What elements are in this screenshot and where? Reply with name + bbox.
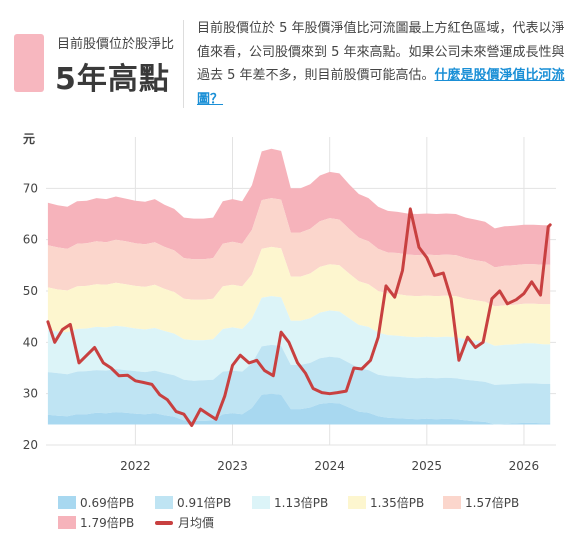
valuation-color-badge — [14, 34, 44, 92]
legend-swatch — [252, 496, 270, 509]
band-1.57倍PB — [47, 198, 551, 307]
legend-label: 1.79倍PB — [80, 516, 135, 530]
band-1.79倍PB — [47, 148, 551, 268]
x-tick-label: 2024 — [314, 459, 345, 473]
legend-item[interactable]: 0.91倍PB — [155, 494, 231, 511]
legend-swatch — [348, 496, 366, 509]
y-axis-unit: 元 — [23, 132, 35, 146]
band-0.69倍PB — [47, 393, 551, 425]
x-tick-label: 2025 — [412, 459, 443, 473]
description: 目前股價位於 5 年股價淨值比河流圖最上方紅色區域，代表以淨值來看，公司股價來到… — [197, 17, 575, 111]
legend-item[interactable]: 0.69倍PB — [58, 494, 134, 511]
legend-label: 0.91倍PB — [177, 496, 232, 510]
legend-item[interactable]: 1.57倍PB — [443, 494, 519, 511]
legend-item[interactable]: 1.13倍PB — [252, 494, 328, 511]
y-tick-label: 50 — [23, 284, 38, 298]
legend-swatch — [155, 496, 173, 509]
y-tick-label: 30 — [23, 387, 38, 401]
price-line — [46, 207, 552, 427]
band-1.13倍PB — [47, 296, 551, 385]
header-divider — [183, 20, 184, 108]
description-text: 目前股價位於 5 年股價淨值比河流圖最上方紅色區域，代表以淨值來看，公司股價來到… — [197, 21, 565, 83]
legend-swatch — [58, 516, 76, 529]
valuation-value: 5年高點 — [55, 62, 170, 97]
valuation-label: 目前股價位於股淨比 — [57, 37, 175, 52]
y-tick-label: 40 — [23, 335, 38, 349]
legend-swatch — [155, 520, 173, 525]
legend-item[interactable]: 1.35倍PB — [348, 494, 424, 511]
help-link[interactable]: 什麼是股價淨值比河流圖？ — [197, 68, 565, 107]
y-tick-label: 20 — [23, 438, 38, 452]
band-1.35倍PB — [47, 246, 551, 346]
legend-item[interactable]: 月均價 — [155, 514, 214, 531]
legend-swatch — [443, 496, 461, 509]
legend-swatch — [58, 496, 76, 509]
legend-item[interactable]: 1.79倍PB — [58, 514, 134, 531]
band-0.91倍PB — [47, 344, 551, 425]
x-tick-label: 2026 — [509, 459, 540, 473]
y-tick-label: 60 — [23, 233, 38, 247]
legend-label: 1.13倍PB — [274, 496, 329, 510]
legend-label: 月均價 — [178, 516, 215, 530]
x-tick-label: 2022 — [120, 459, 151, 473]
pb-river-chart: 20 30 40 50 60 70 元 2022 2023 2024 2025 2026 — [23, 132, 556, 473]
x-tick-label: 2023 — [217, 459, 248, 473]
legend-label: 1.57倍PB — [465, 496, 520, 510]
legend-label: 0.69倍PB — [80, 496, 135, 510]
legend-label: 1.35倍PB — [370, 496, 425, 510]
y-tick-label: 70 — [23, 181, 38, 195]
